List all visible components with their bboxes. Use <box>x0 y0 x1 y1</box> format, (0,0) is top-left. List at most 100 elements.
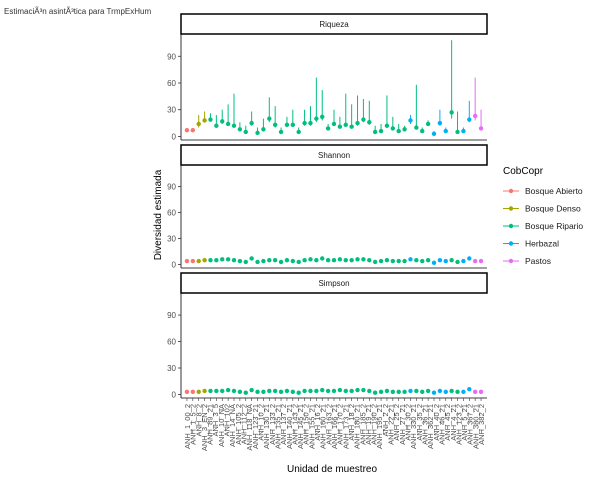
data-point <box>308 388 313 394</box>
data-point <box>337 124 343 129</box>
data-point <box>449 110 454 115</box>
legend-item: Bosque Abierto <box>503 186 583 196</box>
data-point <box>455 389 460 395</box>
data-point <box>225 387 231 393</box>
strip-label: Riqueza <box>319 20 349 29</box>
x-tick-label: ANH_30_2 <box>404 404 413 441</box>
data-point <box>425 388 431 394</box>
y-tick-label: 30 <box>167 235 176 244</box>
x-tick-label: ANH_1_5_2 <box>189 404 198 445</box>
x-tick-label: ANH_380_21 <box>471 404 480 449</box>
x-tick-label: ANH_10_NA <box>217 404 226 447</box>
data-point <box>261 389 266 395</box>
data-point <box>202 258 207 263</box>
x-tick-label: ANH_160_21 <box>319 404 328 449</box>
y-axis-title: Diversidad estimada <box>153 169 164 260</box>
x-tick-label: ANH_89_21 <box>206 404 215 445</box>
x-tick-label: ANH_46_21 <box>437 404 446 445</box>
data-point <box>220 119 225 124</box>
y-tick-label: 30 <box>167 364 176 373</box>
data-point <box>384 258 390 263</box>
legend-item: Pastos <box>503 256 551 266</box>
data-point <box>378 128 384 134</box>
data-point <box>214 258 219 263</box>
data-point <box>196 389 201 395</box>
data-point <box>284 388 290 394</box>
data-point <box>343 388 348 394</box>
data-point <box>472 258 478 264</box>
data-point <box>390 258 396 264</box>
data-point <box>467 386 472 392</box>
data-point <box>455 129 460 135</box>
facet-panels: Riqueza 0 30 60 90 Shannon 0 30 60 90 Simpson 0 30 60… <box>167 13 488 401</box>
legend-label: Bosque Denso <box>525 204 581 214</box>
data-point <box>349 124 354 129</box>
data-point <box>420 258 425 264</box>
y-tick-label: 60 <box>167 338 176 347</box>
data-point <box>231 258 237 263</box>
data-point <box>378 258 384 264</box>
data-point <box>337 257 343 262</box>
x-tick-label: ANH_143_2 <box>290 404 299 445</box>
data-point <box>384 123 390 128</box>
data-point <box>208 388 213 394</box>
x-tick-label: ANH_166_21 <box>330 404 339 449</box>
strip-label: Shannon <box>318 151 350 160</box>
data-point <box>461 258 466 264</box>
data-point <box>231 388 237 394</box>
data-point <box>390 389 396 395</box>
y-tick-label: 0 <box>172 261 177 270</box>
data-point <box>220 388 225 394</box>
data-point <box>296 259 301 265</box>
data-point <box>255 389 260 395</box>
data-point <box>384 388 390 394</box>
data-point <box>437 258 443 263</box>
data-point <box>267 388 272 394</box>
data-point <box>402 389 407 395</box>
data-point <box>261 127 266 132</box>
data-point <box>325 126 331 131</box>
data-point <box>355 387 360 393</box>
data-point <box>314 388 319 394</box>
data-point <box>243 129 248 135</box>
y-tick-label: 90 <box>167 311 176 320</box>
x-tick-label: ANH_195_21 <box>375 404 384 449</box>
x-axis-title: Unidad de muestreo <box>287 464 377 475</box>
x-tick-label: ANH_137_2 <box>279 404 288 445</box>
data-point <box>425 258 431 263</box>
data-point <box>420 389 425 395</box>
data-point <box>290 258 296 264</box>
data-point <box>431 260 437 266</box>
data-point <box>367 119 372 125</box>
x-tick-label: ANH_14_NA <box>228 404 237 447</box>
data-point <box>367 258 372 263</box>
x-tick-label: ANH_155_21 <box>307 404 316 449</box>
data-point <box>202 118 207 123</box>
data-point <box>472 389 478 395</box>
data-point <box>390 126 396 131</box>
plot-title: EstimaciÃ³n asintÃ³tica para TrmpExHum <box>4 7 151 16</box>
data-point <box>408 388 413 394</box>
x-tick-label: ANH_170_2 <box>336 404 345 445</box>
x-tick-label: ANH_8_2 <box>194 404 203 437</box>
data-point <box>296 129 301 135</box>
strip-box <box>180 144 488 166</box>
x-tick-label: ANH_135_21 <box>273 404 282 449</box>
data-point <box>320 256 325 261</box>
data-point <box>361 387 366 393</box>
data-point <box>372 259 378 265</box>
data-point <box>308 257 313 262</box>
data-point <box>325 388 331 394</box>
legend-item: Bosque Denso <box>503 204 581 214</box>
x-tick-label: ANH_4_21 <box>449 404 458 441</box>
x-tick-label: ANH_123_21 <box>251 404 260 449</box>
data-point <box>349 388 354 394</box>
data-point <box>202 388 207 394</box>
panel-simpson: Simpson 0 30 60 90 <box>167 272 488 401</box>
y-tick-label: 60 <box>167 79 176 88</box>
data-point <box>249 256 254 261</box>
data-point <box>320 114 325 120</box>
x-tick-label: ANH_112_2 <box>240 404 249 444</box>
data-point <box>196 258 201 264</box>
data-point <box>184 128 190 133</box>
